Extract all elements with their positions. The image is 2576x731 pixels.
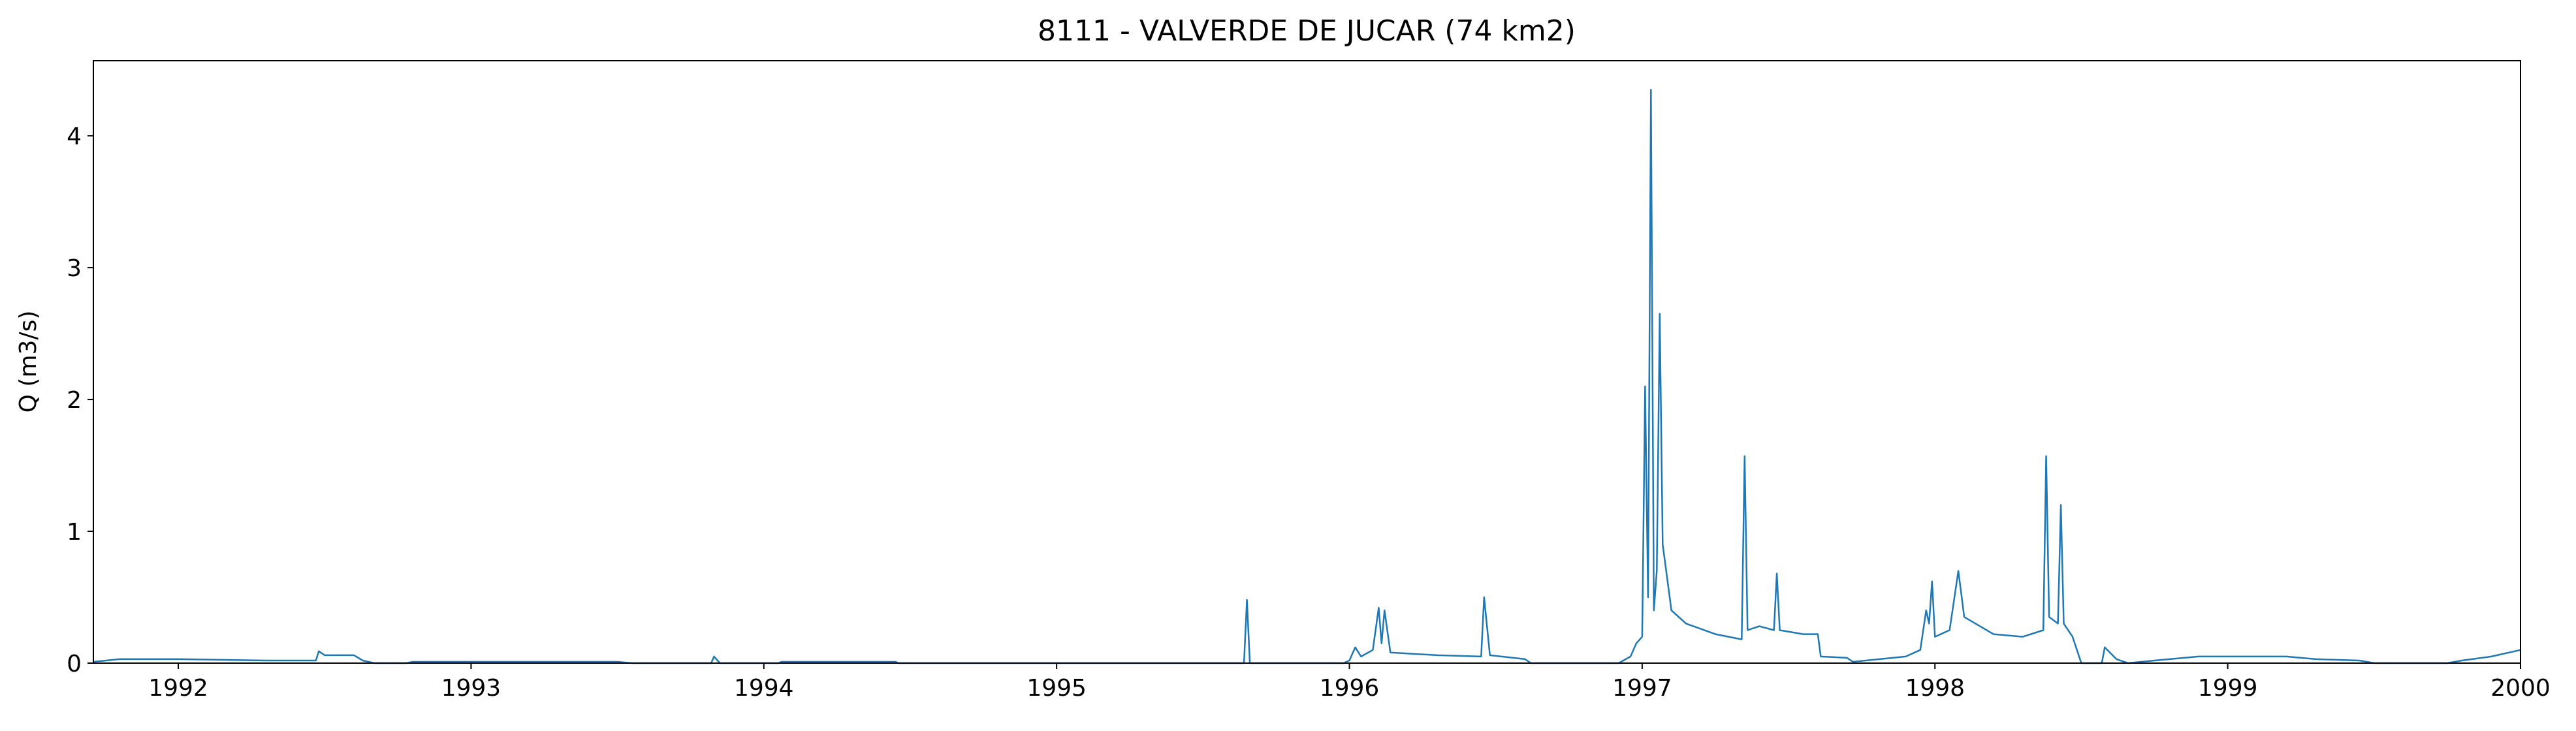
y-axis-label: Q (m3/s) xyxy=(15,311,42,413)
y-tick-label: 4 xyxy=(67,123,82,150)
x-tick-label: 1999 xyxy=(2198,675,2258,702)
y-tick-label: 0 xyxy=(67,651,82,677)
y-tick-label: 3 xyxy=(67,255,82,282)
x-tick-label: 1998 xyxy=(1905,675,1965,702)
x-tick-label: 1994 xyxy=(734,675,794,702)
x-tick-label: 2000 xyxy=(2490,675,2551,702)
x-tick-label: 1992 xyxy=(148,675,208,702)
y-tick-label: 1 xyxy=(67,519,82,546)
chart-title: 8111 - VALVERDE DE JUCAR (74 km2) xyxy=(1038,14,1576,48)
x-tick-label: 1995 xyxy=(1026,675,1087,702)
x-tick-label: 1996 xyxy=(1320,675,1380,702)
plot-frame xyxy=(93,60,2521,664)
y-tick-label: 2 xyxy=(67,387,82,414)
x-tick-label: 1997 xyxy=(1612,675,1672,702)
x-tick-label: 1993 xyxy=(441,675,501,702)
series-line xyxy=(93,89,2521,664)
